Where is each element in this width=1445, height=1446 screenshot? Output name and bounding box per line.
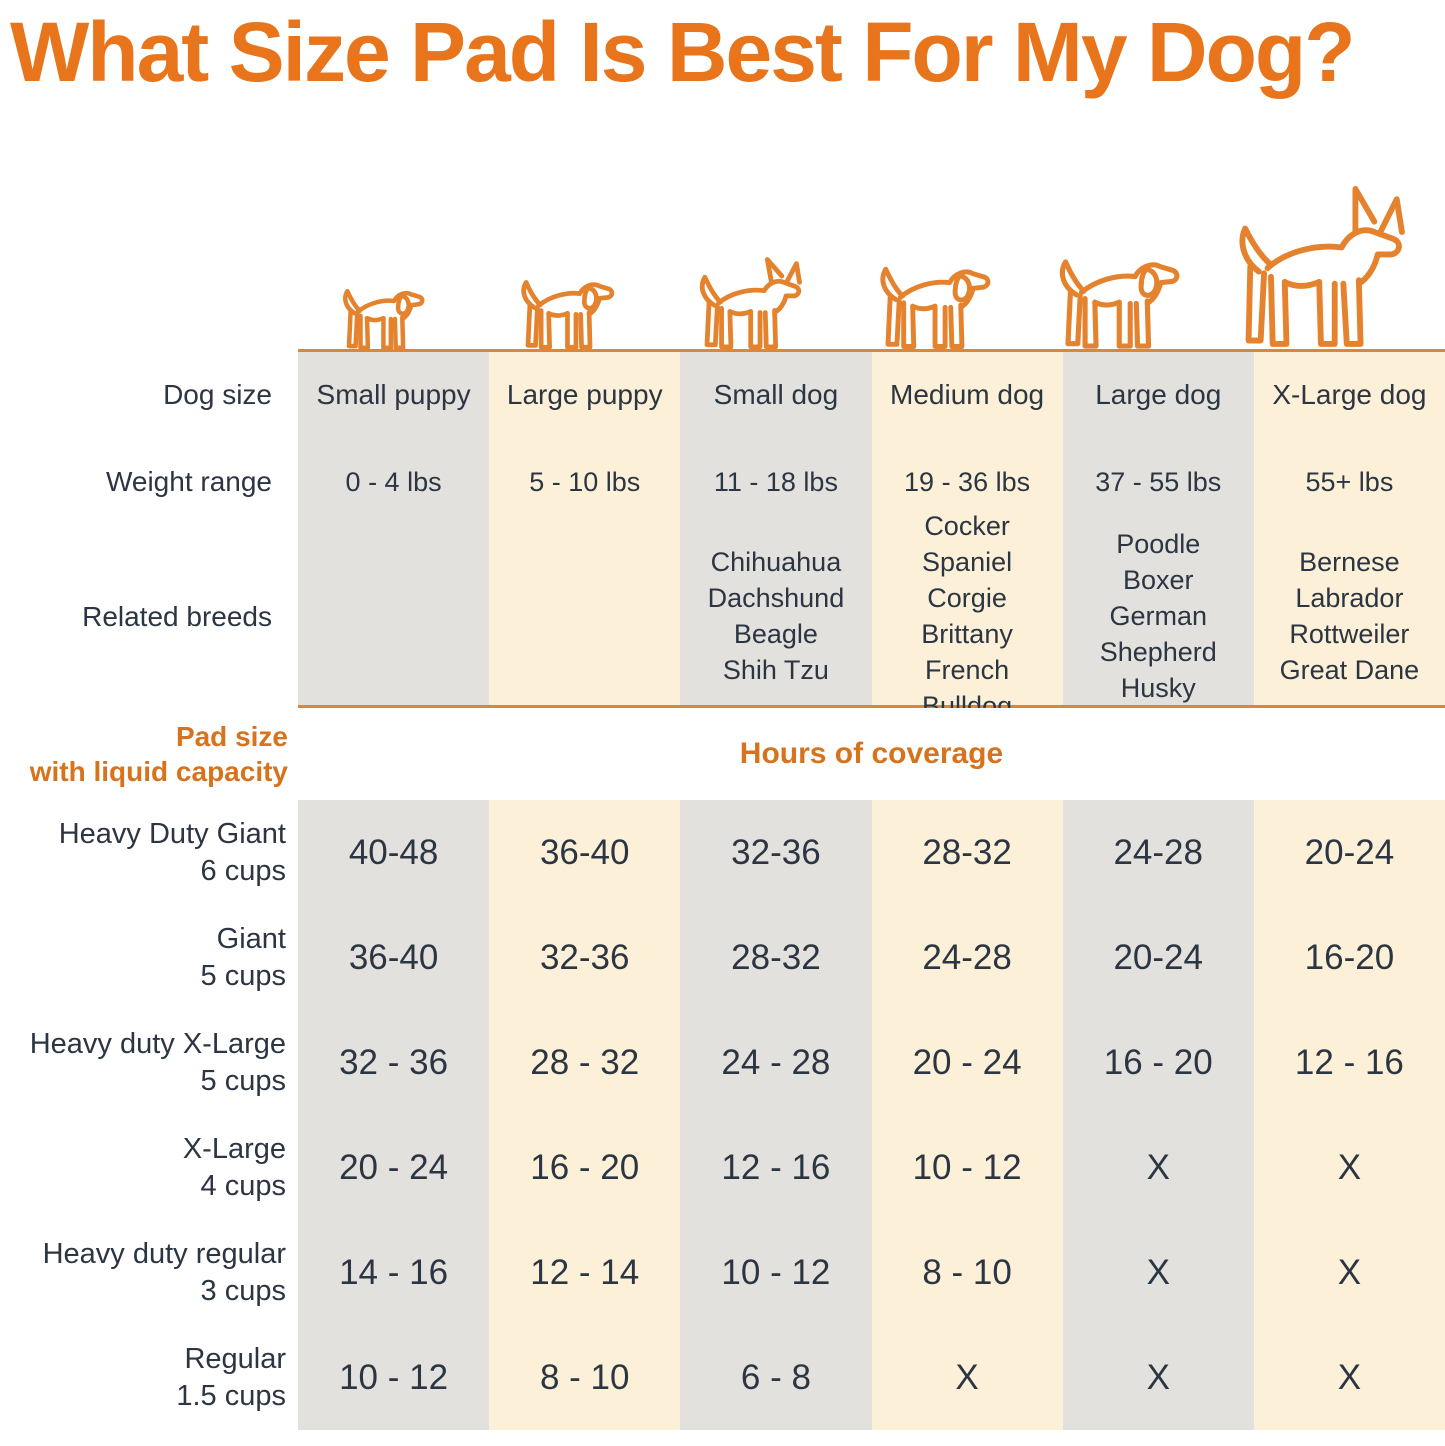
pad-name: Heavy Duty Giant bbox=[58, 817, 286, 850]
hours-value: 16-20 bbox=[1253, 905, 1445, 1010]
dog-cell-small-puppy bbox=[298, 94, 483, 352]
hours-value: 10 - 12 bbox=[871, 1115, 1063, 1220]
row-label-weight-range: Weight range bbox=[0, 438, 298, 526]
hours-value: 20 - 24 bbox=[298, 1115, 490, 1220]
weight-x-large-dog: 55+ lbs bbox=[1253, 438, 1445, 526]
breeds-small-dog: Chihuahua Dachshund Beagle Shih Tzu bbox=[680, 526, 872, 708]
breeds-medium-dog: Cocker Spaniel Corgie Brittany French Bu… bbox=[871, 511, 1063, 721]
dog-size-small-dog: Small dog bbox=[680, 352, 872, 438]
header-table: Dog size Small puppy Large puppy Small d… bbox=[0, 352, 1445, 721]
breeds-large-puppy bbox=[489, 526, 681, 708]
pad-size-capacity-label: Pad size with liquid capacity bbox=[0, 708, 298, 800]
hours-value: 12 - 16 bbox=[680, 1115, 872, 1220]
pad-row-label-x-large: X-Large 4 cups bbox=[0, 1115, 298, 1220]
small-puppy-dog-icon bbox=[343, 288, 425, 350]
pad-capacity: 4 cups bbox=[200, 1169, 286, 1202]
pad-name: X-Large bbox=[182, 1132, 286, 1165]
hours-table: Heavy Duty Giant 6 cups 40-48 36-40 32-3… bbox=[0, 800, 1445, 1430]
hours-value: 32 - 36 bbox=[298, 1010, 490, 1115]
pad-name: Heavy duty regular bbox=[42, 1237, 286, 1270]
hours-value: 36-40 bbox=[489, 800, 681, 905]
dog-cell-small-dog bbox=[667, 94, 852, 352]
hours-value: 20 - 24 bbox=[871, 1010, 1063, 1115]
pad-row-label-heavy-duty-giant: Heavy Duty Giant 6 cups bbox=[0, 800, 298, 905]
hours-value: 12 - 16 bbox=[1253, 1010, 1445, 1115]
row-label-related-breeds: Related breeds bbox=[0, 526, 298, 708]
pad-capacity: 6 cups bbox=[200, 854, 286, 887]
dogs-row-spacer bbox=[0, 94, 298, 352]
pad-row-label-regular: Regular 1.5 cups bbox=[0, 1325, 298, 1430]
row-label-dog-size: Dog size bbox=[0, 352, 298, 438]
dog-cell-medium-dog bbox=[851, 94, 1037, 352]
hours-value: X bbox=[1062, 1325, 1254, 1430]
pad-name: Regular bbox=[184, 1342, 286, 1375]
dog-size-medium-dog: Medium dog bbox=[871, 352, 1063, 438]
breeds-large-dog: Poodle Boxer German Shepherd Husky bbox=[1062, 526, 1254, 708]
dog-size-small-puppy: Small puppy bbox=[298, 352, 490, 438]
pad-row-label-heavy-duty-regular: Heavy duty regular 3 cups bbox=[0, 1220, 298, 1325]
pad-capacity: 5 cups bbox=[200, 1064, 286, 1097]
page-title: What Size Pad Is Best For My Dog? bbox=[10, 5, 1356, 99]
hours-value: X bbox=[1062, 1115, 1254, 1220]
dog-size-large-puppy: Large puppy bbox=[489, 352, 681, 438]
hours-value: X bbox=[1253, 1325, 1445, 1430]
hours-value: 28-32 bbox=[680, 905, 872, 1010]
pad-capacity: 3 cups bbox=[200, 1274, 286, 1307]
hours-value: 32-36 bbox=[680, 800, 872, 905]
hours-value: 20-24 bbox=[1253, 800, 1445, 905]
hours-value: X bbox=[1253, 1220, 1445, 1325]
large-puppy-dog-icon bbox=[521, 280, 615, 350]
hours-value: 16 - 20 bbox=[1062, 1010, 1254, 1115]
hours-value: 16 - 20 bbox=[489, 1115, 681, 1220]
hours-value: X bbox=[871, 1325, 1063, 1430]
hours-value: 24-28 bbox=[1062, 800, 1254, 905]
pad-capacity: 1.5 cups bbox=[176, 1379, 286, 1412]
pad-size-label-line1: Pad size bbox=[175, 721, 288, 752]
dog-size-x-large-dog: X-Large dog bbox=[1253, 352, 1445, 438]
hours-value: 12 - 14 bbox=[489, 1220, 681, 1325]
hours-value: 10 - 12 bbox=[680, 1220, 872, 1325]
hours-value: 8 - 10 bbox=[489, 1325, 681, 1430]
hours-value: 14 - 16 bbox=[298, 1220, 490, 1325]
weight-medium-dog: 19 - 36 lbs bbox=[871, 438, 1063, 526]
hours-value: 32-36 bbox=[489, 905, 681, 1010]
pad-row-label-giant: Giant 5 cups bbox=[0, 905, 298, 1010]
hours-value: 20-24 bbox=[1062, 905, 1254, 1010]
hours-value: X bbox=[1253, 1115, 1445, 1220]
dog-cell-x-large-dog bbox=[1221, 94, 1445, 352]
hours-value: X bbox=[1062, 1220, 1254, 1325]
breeds-x-large-dog: Bernese Labrador Rottweiler Great Dane bbox=[1253, 526, 1445, 708]
dog-size-large-dog: Large dog bbox=[1062, 352, 1254, 438]
small-dog-chihuahua-icon bbox=[700, 257, 803, 350]
hours-value: 36-40 bbox=[298, 905, 490, 1010]
pad-name: Giant bbox=[216, 922, 286, 955]
pad-capacity: 5 cups bbox=[200, 959, 286, 992]
dog-cell-large-dog bbox=[1036, 94, 1221, 352]
dog-cell-large-puppy bbox=[482, 94, 668, 352]
weight-large-puppy: 5 - 10 lbs bbox=[489, 438, 681, 526]
weight-small-dog: 11 - 18 lbs bbox=[680, 438, 872, 526]
dog-illustrations-row bbox=[0, 94, 1445, 352]
hours-value: 6 - 8 bbox=[680, 1325, 872, 1430]
x-large-dog-great-dane-icon bbox=[1239, 185, 1405, 347]
hours-value: 28 - 32 bbox=[489, 1010, 681, 1115]
weight-small-puppy: 0 - 4 lbs bbox=[298, 438, 490, 526]
pad-row-label-heavy-duty-x-large: Heavy duty X-Large 5 cups bbox=[0, 1010, 298, 1115]
weight-large-dog: 37 - 55 lbs bbox=[1062, 438, 1254, 526]
large-dog-labrador-icon bbox=[1059, 259, 1180, 349]
hours-value: 24-28 bbox=[871, 905, 1063, 1010]
hours-value: 40-48 bbox=[298, 800, 490, 905]
hours-value: 28-32 bbox=[871, 800, 1063, 905]
hours-value: 10 - 12 bbox=[298, 1325, 490, 1430]
pad-size-label-line2: with liquid capacity bbox=[29, 756, 288, 787]
pad-name: Heavy duty X-Large bbox=[29, 1027, 286, 1060]
medium-dog-spaniel-icon bbox=[880, 266, 991, 349]
hours-header-band: Pad size with liquid capacity Hours of c… bbox=[0, 708, 1445, 800]
breeds-small-puppy bbox=[298, 526, 490, 708]
bottom-margin bbox=[0, 1430, 1445, 1446]
hours-of-coverage-header: Hours of coverage bbox=[298, 708, 1445, 800]
hours-value: 8 - 10 bbox=[871, 1220, 1063, 1325]
hours-value: 24 - 28 bbox=[680, 1010, 872, 1115]
